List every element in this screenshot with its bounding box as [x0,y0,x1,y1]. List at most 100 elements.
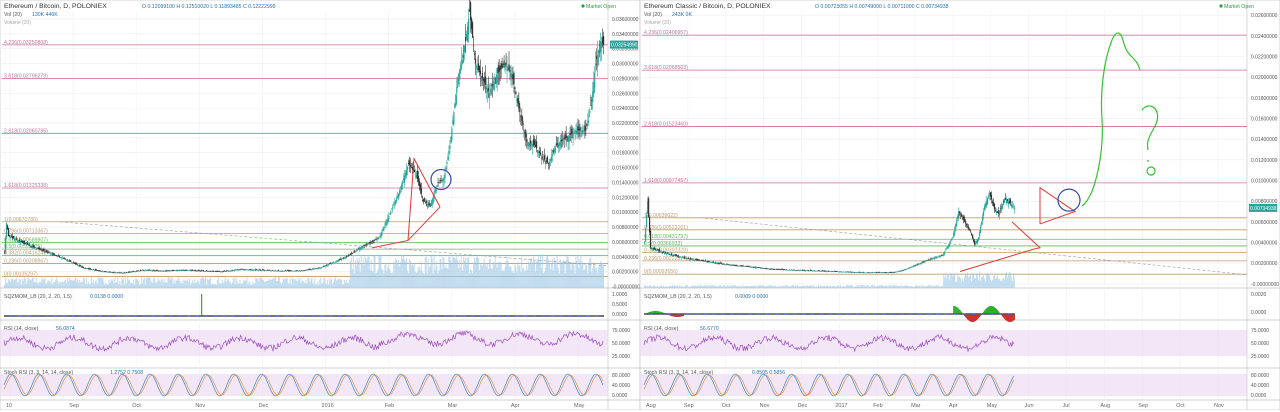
volume-bar [381,268,382,288]
volume-bar [564,260,565,288]
sqz-dot [31,315,32,317]
sqz-dot [376,315,377,317]
sqz-dot [816,313,817,315]
sqz-dot [103,315,104,317]
volume-bar [780,287,781,288]
sqz-dot [1008,313,1009,315]
sqz-dot [654,313,655,315]
sqz-dot [891,313,892,315]
sqz-dot [964,313,965,315]
volume-bar [423,273,424,288]
volume-bar [204,279,205,288]
volume-bar [391,273,392,288]
sqz-dot [264,315,265,317]
volume-bar [460,268,461,288]
volume-bar [934,286,935,288]
volume-bar [571,261,572,288]
candle-body [521,115,522,121]
volume-bar [547,256,548,288]
sqz-dot [532,315,533,317]
sqz-dot [124,315,125,317]
sqz-dot [36,315,37,317]
volume-bar [1010,273,1011,288]
sqz-dot [410,315,411,317]
candle-body [759,267,760,268]
volume-bar [752,286,753,288]
volume-bar [781,286,782,288]
sqz-dot [900,313,901,315]
volume-bar [433,274,434,288]
sqz-dot [377,315,378,317]
sqz-dot [852,313,853,315]
candle-body [464,46,465,52]
volume-bar [921,285,922,288]
candle-body [402,182,403,185]
volume-bar [225,277,226,288]
volume-bar [871,285,872,288]
y-tick-label: 0.03600000 [612,17,639,23]
sqz-dot [926,313,927,315]
volume-bar [470,269,471,288]
candle-body [698,259,699,260]
sqz-dot [349,315,350,317]
candle-body [552,155,553,156]
candle-body [422,197,423,198]
volume-bar [234,277,235,288]
volume-bar [281,284,282,288]
candle-body [58,255,59,256]
candle-body [473,46,474,47]
candle-body [925,261,926,262]
stoch-value: 1.2752 0.7508 [110,370,143,376]
sqz-dot [107,315,108,317]
volume-bar [900,285,901,288]
volume-bar [72,281,73,288]
candle-body [29,245,30,246]
volume-bar [371,271,372,288]
volume-bar [155,282,156,288]
volume-bar [282,282,283,288]
volume-bar [396,259,397,288]
sqz-dot [24,315,25,317]
sqz-dot [122,315,123,317]
sqz-dot [303,315,304,317]
candle-body [494,82,495,90]
sqz-dot [732,313,733,315]
volume-bar [440,259,441,288]
volume-bar [768,286,769,288]
volume-bar [5,277,6,288]
volume-bar [361,256,362,288]
sqz-dot [600,315,601,317]
volume-bar [996,277,997,288]
sqz-dot [820,313,821,315]
candle-body [457,78,458,87]
volume-bar [239,280,240,288]
volume-bar [834,286,835,288]
candle-body [363,246,364,247]
volume-bar [570,263,571,288]
volume-bar [80,282,81,288]
sqz-dot [526,315,527,317]
volume-bar [843,286,844,288]
volume-bar [84,278,85,288]
volume-bar [486,266,487,288]
candle-body [651,248,652,249]
volume-bar [173,280,174,288]
volume-bar [918,286,919,288]
sqz-dot [788,313,789,315]
candle-body [513,73,514,84]
sqz-dot [100,315,101,317]
candle-body [444,173,445,179]
sqz-dot [166,315,167,317]
volume-bar [104,283,105,288]
volume-bar [709,285,710,288]
volume-bar [762,285,763,288]
volume-bar [20,279,21,288]
volume-bar [322,283,323,288]
x-tick-label: Nov [1214,403,1224,409]
volume-bar [418,267,419,288]
volume-bar [400,262,401,288]
sqz-dot [384,315,385,317]
volume-bar [40,282,41,288]
sqz-dot [1004,313,1005,315]
volume-bar [476,257,477,288]
